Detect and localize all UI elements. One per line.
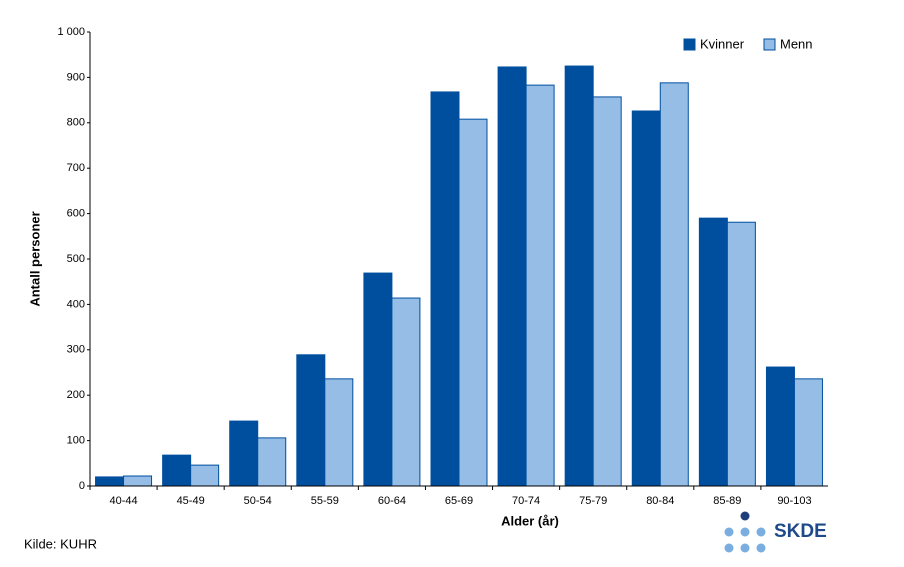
x-tick-label: 75-79	[579, 495, 607, 507]
y-tick-label: 0	[79, 480, 85, 492]
y-tick-label: 1 000	[57, 26, 85, 38]
logo-dot	[740, 511, 750, 521]
legend-swatch	[683, 38, 696, 51]
y-tick-label: 100	[67, 435, 85, 447]
y-tick-label: 200	[67, 389, 85, 401]
bar	[592, 96, 622, 487]
bar	[458, 118, 488, 487]
bar	[257, 437, 287, 487]
bar	[95, 476, 125, 487]
y-tick-label: 600	[67, 208, 85, 220]
bar	[123, 475, 153, 487]
bar	[497, 66, 527, 487]
bar	[391, 297, 421, 487]
bar	[631, 110, 661, 487]
bar	[229, 420, 259, 487]
bar	[525, 84, 555, 487]
source: Kilde: KUHR	[24, 536, 97, 551]
x-tick-label: 90-103	[777, 495, 811, 507]
bar	[698, 217, 728, 487]
y-tick-label: 700	[67, 162, 85, 174]
bar	[726, 221, 756, 487]
logo-dot	[740, 543, 750, 553]
bar	[659, 82, 689, 487]
x-tick-label: 80-84	[646, 495, 674, 507]
x-tick-label: 45-49	[177, 495, 205, 507]
bar	[430, 91, 460, 487]
bar	[324, 378, 354, 487]
bar	[162, 454, 192, 487]
bar	[363, 272, 393, 487]
y-axis-title: Antall personer	[27, 211, 42, 306]
x-tick-label: 85-89	[713, 495, 741, 507]
logo-dot	[724, 543, 734, 553]
x-tick-label: 50-54	[244, 495, 272, 507]
x-tick-label: 60-64	[378, 495, 406, 507]
y-tick-label: 900	[67, 71, 85, 83]
y-tick-label: 800	[67, 117, 85, 129]
x-axis-title: Alder (år)	[501, 513, 559, 528]
logo-dot	[756, 543, 766, 553]
y-tick-label: 300	[67, 344, 85, 356]
legend-label: Menn	[780, 36, 813, 51]
logo-text: SKDE	[774, 521, 827, 542]
x-tick-label: 70-74	[512, 495, 540, 507]
legend-label: Kvinner	[700, 36, 745, 51]
y-tick-label: 500	[67, 253, 85, 265]
logo-dot	[740, 527, 750, 537]
x-tick-label: 40-44	[109, 495, 137, 507]
y-tick-label: 400	[67, 298, 85, 310]
bar	[190, 464, 220, 487]
bar	[564, 65, 594, 487]
bar	[765, 366, 795, 487]
x-tick-label: 55-59	[311, 495, 339, 507]
logo: SKDE	[724, 511, 827, 553]
bar	[296, 354, 326, 487]
logo-dot	[756, 527, 766, 537]
legend-swatch	[763, 38, 776, 51]
x-tick-label: 65-69	[445, 495, 473, 507]
bar	[793, 378, 823, 487]
logo-dot	[724, 527, 734, 537]
